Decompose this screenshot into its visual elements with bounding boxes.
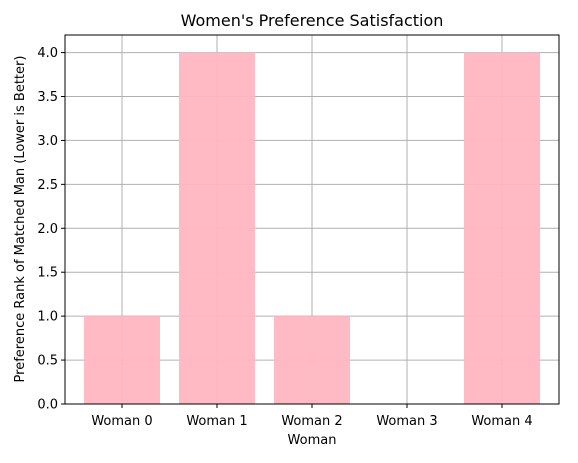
y-tick-label: 1.0 [37, 310, 58, 325]
y-tick-label: 0.0 [37, 398, 58, 413]
y-tick-label: 3.0 [37, 134, 58, 149]
bar-woman-1 [179, 52, 255, 404]
y-axis-title: Preference Rank of Matched Man (Lower is… [13, 56, 28, 383]
x-tick-label: Woman 0 [91, 414, 152, 429]
y-tick-label: 2.5 [37, 178, 58, 193]
x-tick-label: Woman 3 [376, 414, 437, 429]
y-tick-label: 0.5 [37, 354, 58, 369]
y-tick-label: 4.0 [37, 46, 58, 61]
y-tick-label: 1.5 [37, 266, 58, 281]
x-tick-label: Woman 2 [281, 414, 342, 429]
chart-title: Women's Preference Satisfaction [181, 11, 444, 30]
x-axis-title: Woman [288, 433, 337, 448]
bar-woman-0 [84, 316, 160, 404]
axis-ticks: 0.0 0.5 1.0 1.5 2.0 2.5 3.0 3.5 4.0 Woman 0 Woman … [37, 46, 532, 429]
bars [84, 52, 540, 404]
y-tick-label: 2.0 [37, 222, 58, 237]
x-tick-label: Woman 4 [471, 414, 532, 429]
y-tick-label: 3.5 [37, 90, 58, 105]
x-tick-label: Woman 1 [186, 414, 247, 429]
plot-frame [64, 34, 560, 405]
bar-woman-2 [274, 316, 350, 404]
bar-woman-4 [464, 52, 540, 404]
